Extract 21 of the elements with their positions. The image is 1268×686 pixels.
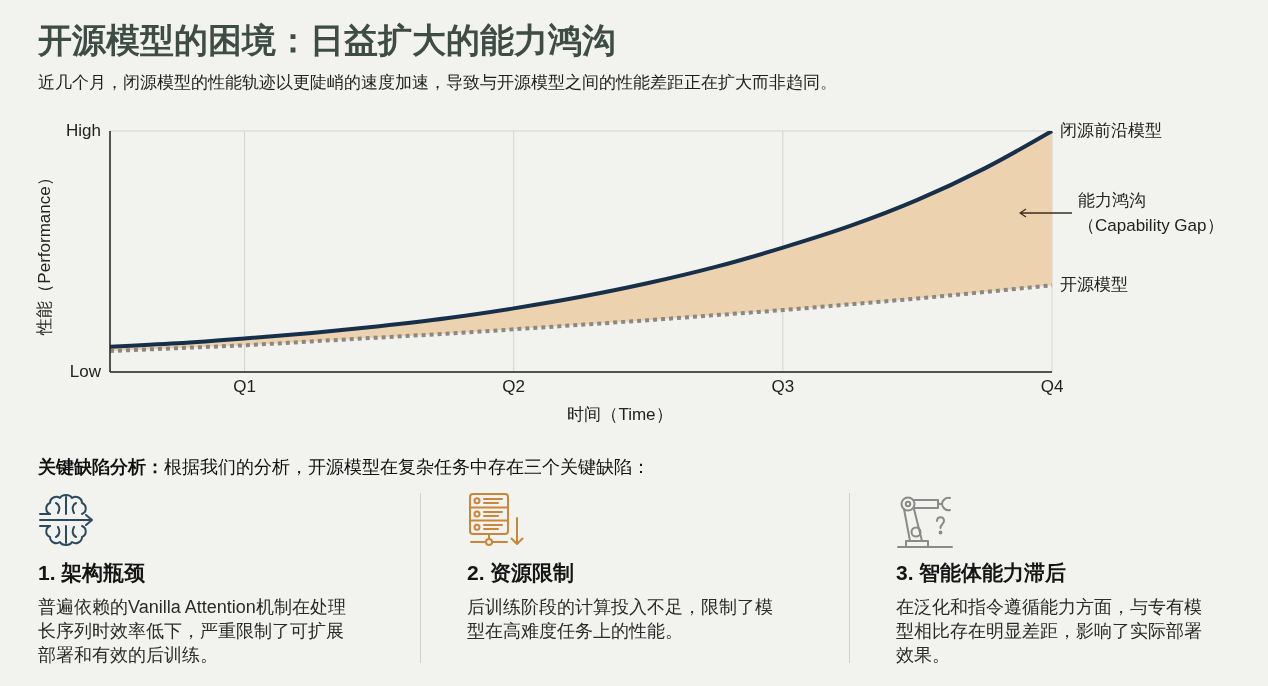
annotation: 能力鸿沟（Capability Gap）: [1078, 189, 1225, 237]
text: 关键缺陷分析：: [38, 457, 164, 477]
x-tick-label: Q3: [771, 377, 795, 397]
chart-title: 开源模型的困境：日益扩大的能力鸿沟: [38, 19, 616, 62]
x-tick-label: Q2: [502, 377, 526, 397]
text: 根据我们的分析，开源模型在复杂任务中存在三个关键缺陷：: [164, 457, 650, 477]
x-tick-label: Q4: [1040, 377, 1064, 397]
text: Low: [69, 361, 101, 383]
series-label: 闭源前沿模型: [1060, 120, 1162, 142]
chart-subtitle: 近几个月，闭源模型的性能轨迹以更陡峭的速度加速，导致与开源模型之间的性能差距正在扩大而非趋同。: [38, 72, 837, 94]
text: 2. 资源限制: [467, 560, 575, 586]
text: 3. 智能体能力滞后: [896, 560, 1067, 586]
text: 普遍依赖的Vanilla Attention机制在处理长序列时效率低下，严重限制了可扩展部署和有效的后训练。: [38, 596, 347, 667]
text: High: [66, 120, 101, 142]
y-axis-title: 性能（Performance）: [34, 168, 55, 335]
text: 1. 架构瓶颈: [38, 560, 146, 586]
x-axis-title: 时间（Time）: [567, 404, 673, 426]
text: 在泛化和指令遵循能力方面，与专有模型相比存在明显差距，影响了实际部署效果。: [896, 596, 1203, 667]
series-label: 开源模型: [1060, 274, 1128, 297]
text: 后训练阶段的计算投入不足，限制了模型在高难度任务上的性能。: [467, 596, 774, 643]
x-tick-label: Q1: [233, 377, 256, 397]
